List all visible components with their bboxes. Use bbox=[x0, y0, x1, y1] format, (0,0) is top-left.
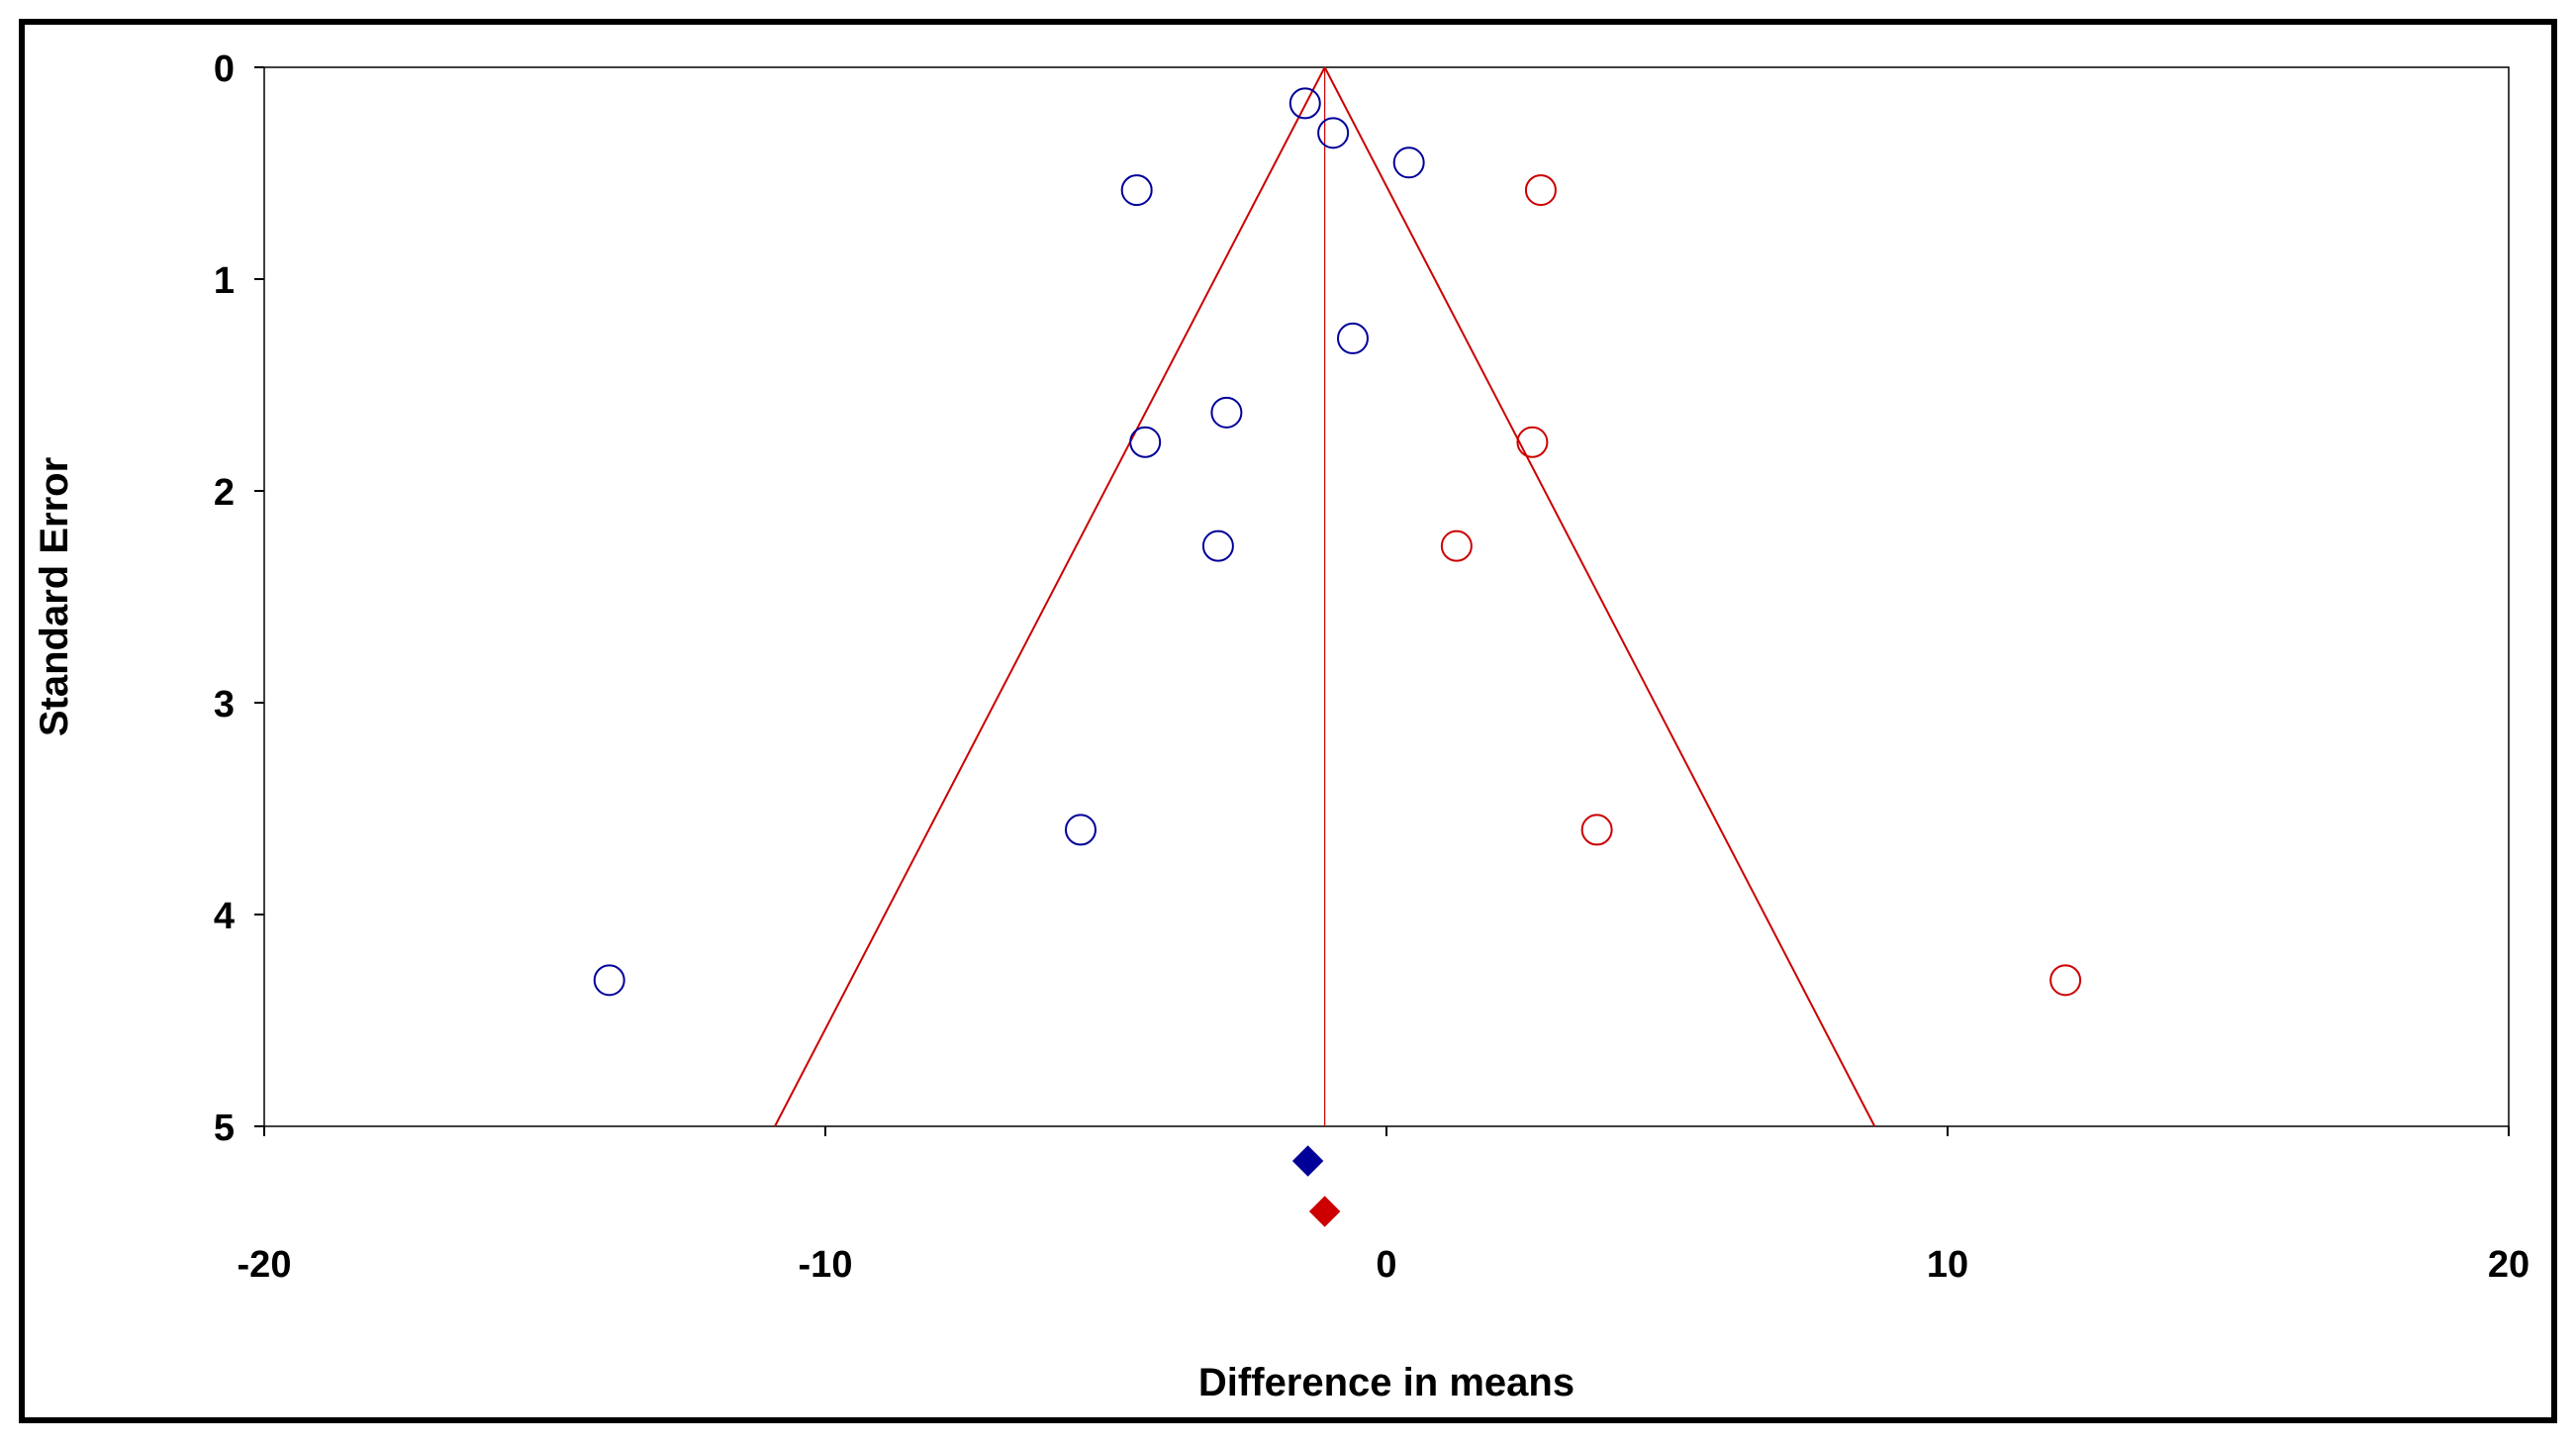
data-point bbox=[1201, 530, 1234, 562]
data-point bbox=[2050, 964, 2082, 997]
summary-diamond-marker bbox=[1308, 1196, 1341, 1227]
funnel-layer bbox=[774, 66, 1876, 1127]
data-point bbox=[1210, 396, 1243, 429]
funnel-left-line bbox=[774, 66, 1326, 1127]
data-point bbox=[1336, 322, 1369, 354]
x-tick-label: -10 bbox=[799, 1244, 853, 1286]
data-point bbox=[1288, 87, 1321, 120]
data-point bbox=[1580, 814, 1613, 846]
summary-layer bbox=[1291, 1145, 1341, 1227]
data-point bbox=[1317, 117, 1350, 149]
axes-layer: 0 1 2 3 4 5 -20 -10 0 10 20 bbox=[214, 48, 2529, 1286]
y-tick-label: 1 bbox=[214, 260, 235, 302]
y-tick-label: 2 bbox=[214, 472, 235, 514]
funnel-right-line bbox=[1323, 66, 1876, 1127]
x-tick-label: 20 bbox=[2488, 1244, 2529, 1286]
y-tick-label: 5 bbox=[214, 1108, 235, 1149]
data-point bbox=[1129, 426, 1162, 458]
data-point bbox=[1524, 174, 1557, 207]
data-point bbox=[1392, 146, 1425, 179]
x-tick-label: 10 bbox=[1927, 1244, 1968, 1286]
chart-frame bbox=[19, 19, 2557, 1423]
summary-diamond-marker bbox=[1291, 1145, 1324, 1177]
points-layer bbox=[593, 87, 2082, 997]
y-axis-label: Standard Error bbox=[33, 457, 76, 736]
y-tick-label: 4 bbox=[214, 896, 235, 937]
x-axis-label: Difference in means bbox=[1198, 1361, 1574, 1404]
data-point bbox=[1120, 174, 1153, 207]
y-tick-label: 0 bbox=[214, 48, 235, 90]
x-tick-label: -20 bbox=[238, 1244, 292, 1286]
data-point bbox=[593, 964, 625, 997]
y-tick-label: 3 bbox=[214, 684, 235, 725]
data-point bbox=[1440, 530, 1473, 562]
data-point bbox=[1516, 426, 1549, 458]
x-tick-label: 0 bbox=[1376, 1244, 1396, 1286]
data-point bbox=[1064, 814, 1097, 846]
